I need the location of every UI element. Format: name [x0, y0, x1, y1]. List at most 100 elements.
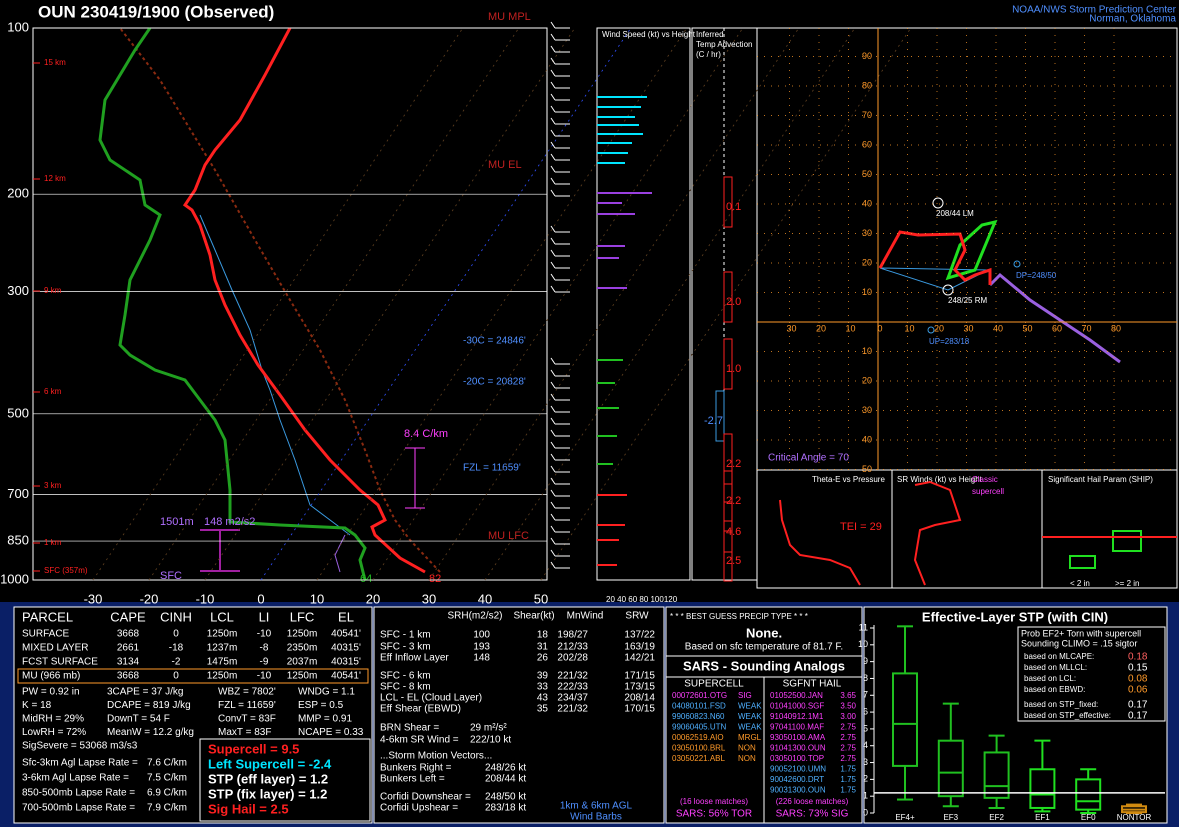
kin-panel	[373, 606, 665, 824]
parcel-header: LFC	[290, 609, 315, 624]
kin-value: 248/50 kt	[485, 792, 526, 803]
hodo-label: Critical Angle = 70	[768, 453, 849, 464]
barb	[550, 441, 556, 449]
hodo-lower	[878, 230, 992, 285]
panel-title: Theta-E vs Pressure	[812, 475, 885, 484]
parcel-cell: 40541'	[331, 629, 361, 640]
kin-cell: SFC - 6 km	[380, 671, 431, 682]
panel-title: (C / hr)	[696, 50, 721, 59]
adv-value: 2.5	[726, 555, 741, 567]
stp-tick-label: 10	[858, 639, 868, 649]
stp-tick-label: 3	[863, 757, 868, 767]
stp-based: based on EBWD:	[1024, 685, 1085, 694]
sars-match: 03050100.BRL	[672, 744, 726, 753]
adv-box	[723, 271, 733, 323]
adv-value: 1.0	[726, 363, 741, 375]
sars-size: 1.75	[840, 786, 856, 795]
parcel-header: LCL	[210, 609, 234, 624]
adv-value: 2.2	[726, 458, 741, 470]
barbs-note: 1km & 6km AGL	[560, 801, 633, 812]
parcel-cell: 3134	[117, 657, 140, 668]
sars-size: 2.75	[840, 744, 856, 753]
hodo-tick: 10	[862, 287, 872, 297]
index: DCAPE = 819 J/kg	[107, 700, 191, 711]
annotation: MU LFC	[488, 530, 529, 542]
annotation: MU MPL	[488, 11, 531, 23]
barb	[550, 465, 556, 473]
box	[892, 672, 918, 767]
kin-value: 222/10 kt	[470, 735, 511, 746]
parcel-cell: 2350m	[287, 643, 318, 654]
index: MaxT = 83F	[218, 727, 271, 738]
index: FZL = 11659'	[218, 700, 276, 711]
barb	[550, 177, 556, 185]
ship-box	[1112, 530, 1142, 552]
stp-prob-value: 0.17	[1128, 700, 1148, 711]
panel-title: Temp Advection	[696, 40, 752, 49]
annotation: 8.4 C/km	[404, 428, 448, 440]
sars-head: SUPERCELL	[684, 679, 744, 690]
temperature-trace	[182, 27, 426, 574]
parcel-trace	[119, 27, 441, 573]
hodo-tick: 70	[862, 110, 872, 120]
parcel-header: EL	[338, 609, 354, 624]
lapse-label: 3-6km Agl Lapse Rate =	[22, 773, 129, 784]
mu-highlight	[17, 668, 369, 684]
kin-cell: 198/27	[557, 630, 588, 641]
sars-match: 00072601.OTG	[672, 691, 727, 700]
index: ESP = 0.5	[298, 700, 344, 711]
kin-cell: 43	[537, 693, 549, 704]
adv-box	[723, 338, 733, 390]
wind-frame	[596, 27, 691, 581]
kin-cell: Eff Shear (EBWD)	[380, 704, 461, 715]
adv-value: 2.2	[726, 495, 741, 507]
sars-match: 99060823.N60	[672, 712, 725, 721]
parcel-cell: 1250m	[287, 671, 318, 682]
stp-tick-label: 4	[863, 740, 868, 750]
kin-label: Corfidi Downshear =	[380, 792, 471, 803]
barb	[550, 33, 556, 41]
box	[1075, 778, 1102, 811]
sars-cat: WEAK	[738, 723, 762, 732]
parcel-cell: 2661	[117, 643, 140, 654]
temp-label: 20	[366, 591, 380, 606]
stp-tick-label: 0	[863, 807, 868, 817]
kin-value: 283/18 kt	[485, 803, 526, 814]
lapse-label: Sfc-3km Agl Lapse Rate =	[22, 758, 138, 769]
box	[1029, 768, 1056, 809]
sars-match: 01041000.SGF	[770, 702, 824, 711]
stp-prob: Prob EF2+ Torn with supercell	[1021, 628, 1141, 638]
barb	[550, 165, 556, 173]
dcape-trace	[334, 534, 346, 573]
parcel-cell: 40541'	[331, 671, 361, 682]
hodo-tick: 50	[862, 464, 872, 474]
eff-shear-polygon	[945, 219, 998, 281]
parcel-header: CINH	[160, 609, 192, 624]
barb	[550, 81, 556, 89]
index: 3CAPE = 37 J/kg	[107, 687, 183, 698]
box	[937, 739, 964, 798]
sars-size: 1.75	[840, 775, 856, 784]
sars-match: 04080101.FSD	[672, 702, 726, 711]
sars-match: 90031300.OUN	[770, 786, 826, 795]
pressure-label: 850	[7, 532, 29, 547]
lapse-value: 7.5 C/km	[147, 773, 187, 784]
sars-cat: SIG	[738, 691, 752, 700]
stp-tick-label: 7	[863, 690, 868, 700]
hodo-tick: 90	[862, 51, 872, 61]
annotation: 1501m	[160, 516, 194, 528]
sars-cat: WEAK	[738, 712, 762, 721]
hodo-tick: 10	[862, 346, 872, 356]
box	[983, 751, 1010, 799]
stp-prob-value: 0.17	[1128, 711, 1148, 722]
temp-label: -30	[84, 591, 103, 606]
stp-category: EF2	[989, 813, 1004, 822]
hodo-tick: 20	[816, 323, 826, 333]
adv-value: -2.7	[704, 415, 723, 427]
barb	[550, 153, 556, 161]
kin-cell: 163/19	[624, 642, 655, 653]
precip-note: Based on sfc temperature of 81.7 F.	[685, 642, 843, 653]
sars-size: 3.50	[840, 702, 856, 711]
hodo-tick: 30	[786, 323, 796, 333]
temp-label: 0	[257, 591, 264, 606]
